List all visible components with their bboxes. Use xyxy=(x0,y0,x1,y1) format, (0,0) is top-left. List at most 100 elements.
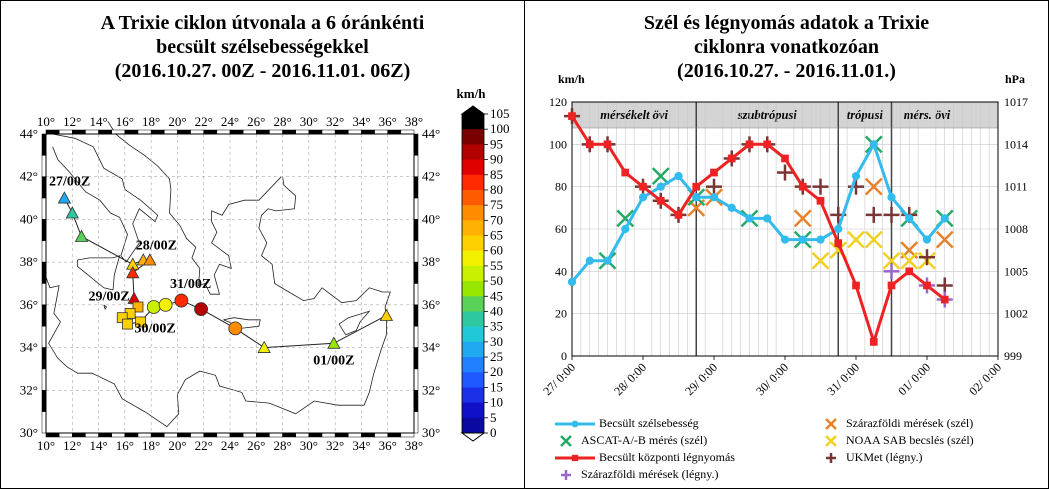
colorbar-segment xyxy=(462,402,484,419)
wind-pressure-chart: mérsékelt övi szubtrópusi trópusi mérs. övi… xyxy=(540,72,1028,398)
point-circle xyxy=(621,224,630,234)
lon-tick-label-top: 36° xyxy=(379,114,397,129)
frame-segment xyxy=(137,129,152,135)
frame-segment xyxy=(334,129,349,135)
point-x xyxy=(935,230,954,249)
colorbar-segment xyxy=(462,114,484,130)
track-point-square xyxy=(132,301,144,313)
point-circle xyxy=(922,235,932,244)
frame-segment xyxy=(124,432,139,438)
point-x xyxy=(864,230,883,249)
lat-tick-label-left: 30° xyxy=(20,425,38,440)
point-square xyxy=(834,239,843,247)
map-title-line-1: A Trixie ciklon útvonala a 6 óránkénti xyxy=(100,12,425,34)
colorbar-segment xyxy=(462,159,484,176)
point-square xyxy=(781,154,789,163)
legend-swatch xyxy=(825,417,837,430)
legend-swatch xyxy=(560,434,572,447)
colorbar-label: 55 xyxy=(490,258,503,273)
map-title-line-2: becsült szélsebességekkel xyxy=(156,36,369,58)
point-circle xyxy=(887,193,896,202)
frame-segment xyxy=(58,432,73,438)
colorbar-label: 65 xyxy=(490,228,503,243)
lon-tick-label-bottom: 24° xyxy=(221,438,239,453)
frame-segment xyxy=(41,197,47,220)
frame-segment xyxy=(72,432,86,438)
colorbar-label: 35 xyxy=(490,319,503,334)
colorbar-label: 40 xyxy=(490,303,503,318)
lon-tick-label-top: 14° xyxy=(89,114,107,129)
frame-segment xyxy=(41,261,47,284)
y2-tick-label: 1008 xyxy=(1004,222,1028,236)
legend-item: ASCAT-A/-B mérés (szél) xyxy=(555,433,707,448)
frame-segment xyxy=(413,240,419,263)
frame-segment xyxy=(256,129,270,135)
point-circle xyxy=(745,214,754,223)
colorbar-label: 60 xyxy=(490,243,503,258)
point-circle xyxy=(905,214,914,223)
point-square xyxy=(603,140,612,149)
track-point-circle xyxy=(158,297,173,312)
track-time-label: 28/00Z xyxy=(136,238,177,253)
frame-segment xyxy=(308,432,323,438)
frame-segment xyxy=(41,155,47,177)
frame-segment xyxy=(282,432,296,438)
lon-tick-label-bottom: 26° xyxy=(247,438,265,453)
track-point-square xyxy=(122,318,133,330)
chart-title-line-3: (2016.10.27. - 2016.11.01.) xyxy=(677,60,896,82)
colorbar-segment xyxy=(462,235,484,252)
lon-tick-label-top: 22° xyxy=(195,114,213,129)
legend-swatch xyxy=(561,469,571,480)
y-tick-label: 120 xyxy=(549,95,567,109)
colorbar-segment xyxy=(462,205,484,221)
lat-tick-label-right: 34° xyxy=(422,340,440,355)
legend-swatch xyxy=(555,420,595,427)
frame-segment xyxy=(413,219,419,242)
point-x xyxy=(793,209,812,228)
point-x xyxy=(900,251,919,270)
colorbar-segment xyxy=(462,189,484,206)
legend-item: NOAA SAB becslés (szél) xyxy=(820,433,974,448)
point-x xyxy=(864,177,883,196)
track-time-label: 30/00Z xyxy=(134,322,175,337)
lat-tick-label-right: 38° xyxy=(422,254,440,269)
map-frame xyxy=(45,133,415,434)
coastline xyxy=(223,317,261,329)
point-x xyxy=(560,434,572,447)
wind-pressure-panel: Szél és légnyomás adatok a Trixie ciklon… xyxy=(524,0,1049,489)
lat-tick-label-left: 44° xyxy=(20,126,38,141)
lon-tick-label-bottom: 32° xyxy=(326,438,344,453)
series-0 xyxy=(567,140,949,287)
lon-tick-label-bottom: 20° xyxy=(168,438,186,453)
lon-tick-label-top: 12° xyxy=(63,114,81,129)
legend-label: Szárazföldi mérések (szél) xyxy=(846,416,974,430)
track-point-triangle xyxy=(379,308,394,321)
frame-segment xyxy=(242,129,257,135)
frame-segment xyxy=(282,129,296,135)
track-map-panel: A Trixie ciklon útvonala a 6 óránkénti b… xyxy=(0,0,525,489)
colorbar-segment xyxy=(462,281,484,297)
phase-band xyxy=(572,102,998,128)
y2-unit-label: hPa xyxy=(1005,72,1025,86)
point-square xyxy=(816,196,825,205)
legend-label: Szárazföldi mérések (légny.) xyxy=(581,467,719,481)
lon-tick-label-bottom: 34° xyxy=(352,438,370,453)
frame-segment xyxy=(41,325,47,348)
point-circle xyxy=(638,193,648,202)
frame-segment xyxy=(308,129,323,135)
point-circle xyxy=(603,256,612,265)
frame-segment xyxy=(413,368,419,391)
point-square xyxy=(940,295,949,304)
x-tick-label: 31/ 0:00 xyxy=(824,360,862,398)
colorbar-label: 15 xyxy=(490,379,503,394)
colorbar-label: 95 xyxy=(490,136,503,151)
frame-segment xyxy=(229,432,244,438)
legend-label: ASCAT-A/-B mérés (szél) xyxy=(581,433,708,447)
legend-item: Szárazföldi mérések (légny.) xyxy=(555,467,719,482)
y2-tick-label: 1017 xyxy=(1004,95,1028,109)
legend-swatch xyxy=(825,434,837,447)
lat-tick-label-left: 38° xyxy=(20,254,38,269)
colorbar-segment xyxy=(462,341,484,358)
frame-segment xyxy=(41,304,47,327)
lat-tick-label-left: 36° xyxy=(20,297,38,312)
